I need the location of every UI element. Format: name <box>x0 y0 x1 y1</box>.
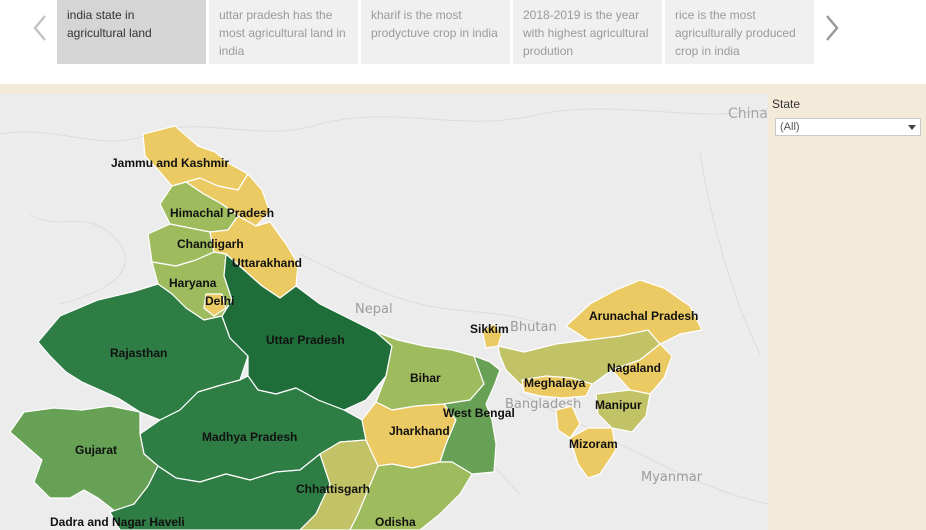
story-point-2[interactable]: uttar pradesh has the most agricultural … <box>209 0 358 64</box>
map-canvas[interactable]: China Nepal Bhutan Bangladesh Myanmar <box>0 94 768 530</box>
divider-band <box>0 84 926 94</box>
state-shape-meghalaya[interactable] <box>521 375 593 399</box>
story-point-caption: 2018-2019 is the year with highest agric… <box>523 8 649 58</box>
india-agriculture-map[interactable]: China Nepal Bhutan Bangladesh Myanmar <box>0 94 768 530</box>
map-label-bhutan: Bhutan <box>510 320 557 335</box>
state-label-nagaland: Nagaland <box>607 361 661 375</box>
story-point-1[interactable]: india state in agricultural land <box>57 0 206 64</box>
state-labels: Jammu and Kashmir Himachal Pradesh Chand… <box>50 156 698 529</box>
state-label-manipur: Manipur <box>595 398 642 412</box>
state-label-sikkim: Sikkim <box>470 322 509 336</box>
story-point-4[interactable]: 2018-2019 is the year with highest agric… <box>513 0 662 64</box>
story-point-caption: kharif is the most prodyctuve crop in in… <box>371 8 498 40</box>
state-label-uttarakhand: Uttarakhand <box>232 256 302 270</box>
state-shape-manipur[interactable] <box>595 389 651 433</box>
state-filter-dropdown[interactable]: (All) <box>775 118 921 136</box>
caret-down-icon[interactable] <box>908 125 916 130</box>
state-label-bihar: Bihar <box>410 371 441 385</box>
story-navigator: india state in agricultural land uttar p… <box>0 0 926 84</box>
story-point-caption: india state in agricultural land <box>67 8 152 40</box>
state-filter-title: State <box>772 97 801 111</box>
story-point-3[interactable]: kharif is the most prodyctuve crop in in… <box>361 0 510 64</box>
state-shape-odisha[interactable] <box>349 461 473 530</box>
state-label-dadra-and-nagar-haveli: Dadra and Nagar Haveli <box>50 515 185 529</box>
story-point-5[interactable]: rice is the most agriculturally produced… <box>665 0 814 64</box>
next-story-point-button[interactable] <box>818 8 846 48</box>
map-label-china: China <box>728 106 768 122</box>
state-label-chhattisgarh: Chhattisgarh <box>296 482 370 496</box>
state-shape-delhi[interactable] <box>203 293 227 317</box>
state-shape-tripura[interactable] <box>555 405 581 439</box>
state-label-gujarat: Gujarat <box>75 443 117 457</box>
chevron-right-icon <box>826 15 839 41</box>
state-label-rajasthan: Rajasthan <box>110 346 167 360</box>
chevron-left-icon <box>33 15 46 41</box>
story-point-caption: uttar pradesh has the most agricultural … <box>219 8 346 58</box>
state-label-uttar-pradesh: Uttar Pradesh <box>266 333 345 347</box>
state-label-west-bengal: West Bengal <box>443 406 515 420</box>
state-shape-gujarat[interactable] <box>9 405 159 513</box>
state-shape-mizoram[interactable] <box>569 427 617 479</box>
story-point-caption: rice is the most agriculturally produced… <box>675 8 796 58</box>
state-label-madhya-pradesh: Madhya Pradesh <box>202 430 297 444</box>
state-label-himachal-pradesh: Himachal Pradesh <box>170 206 274 220</box>
state-label-delhi: Delhi <box>205 294 234 308</box>
state-shapes[interactable] <box>9 125 703 530</box>
state-label-odisha: Odisha <box>375 515 416 529</box>
state-filter-value: (All) <box>780 121 800 133</box>
state-label-jammu-and-kashmir: Jammu and Kashmir <box>111 156 229 170</box>
state-label-haryana: Haryana <box>169 276 217 290</box>
map-label-nepal: Nepal <box>355 302 393 317</box>
state-label-arunachal-pradesh: Arunachal Pradesh <box>589 309 698 323</box>
state-label-jharkhand: Jharkhand <box>389 424 450 438</box>
previous-story-point-button[interactable] <box>26 8 54 48</box>
state-label-meghalaya: Meghalaya <box>524 376 586 390</box>
filter-panel: State (All) <box>768 94 926 530</box>
state-shape-ladakh-region[interactable] <box>185 173 271 227</box>
state-shape-sikkim[interactable] <box>481 323 503 349</box>
map-label-myanmar: Myanmar <box>641 470 703 485</box>
state-label-chandigarh: Chandigarh <box>177 237 244 251</box>
state-label-mizoram: Mizoram <box>569 437 618 451</box>
state-shape-arunachal-pradesh[interactable] <box>565 279 703 345</box>
